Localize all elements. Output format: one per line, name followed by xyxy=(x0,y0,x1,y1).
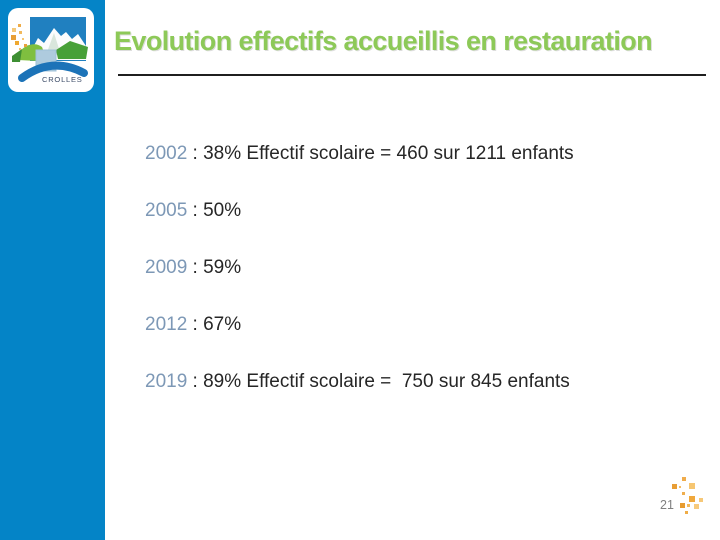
stat-line-2005: 2005 : 50% xyxy=(145,199,574,222)
stat-year: 2009 xyxy=(145,257,188,278)
confetti-decoration xyxy=(672,477,703,514)
page-title: Evolution effectifs accueillis en restau… xyxy=(114,26,653,56)
stat-line-2012: 2012 : 67% xyxy=(145,313,574,336)
stat-text: : 38% Effectif scolaire = 460 sur 1211 e… xyxy=(187,143,574,164)
hill-far-left xyxy=(12,49,22,62)
stat-year: 2012 xyxy=(145,314,188,335)
stat-year: 2002 xyxy=(145,143,188,164)
stat-text: : 59% xyxy=(187,257,242,278)
stat-line-2009: 2009 : 59% xyxy=(145,256,574,279)
stat-year: 2019 xyxy=(145,371,188,392)
stat-line-2002: 2002 : 38% Effectif scolaire = 460 sur 1… xyxy=(145,142,574,165)
bridge-arch xyxy=(18,61,88,82)
logo-wordmark: CROLLES xyxy=(42,75,83,84)
stat-line-2019: 2019 : 89% Effectif scolaire = 750 sur 8… xyxy=(145,370,574,393)
hill-right xyxy=(56,41,88,59)
crolles-town-logo: CROLLES xyxy=(8,8,94,92)
stats-list: 2002 : 38% Effectif scolaire = 460 sur 1… xyxy=(145,142,574,393)
title-divider-line xyxy=(118,74,706,76)
logo-confetti-dots xyxy=(11,24,27,50)
stat-year: 2005 xyxy=(145,200,188,221)
stat-text: : 67% xyxy=(187,314,242,335)
stat-text: : 89% Effectif scolaire = 750 sur 845 en… xyxy=(187,371,570,392)
stat-text: : 50% xyxy=(187,200,242,221)
page-number: 21 xyxy=(660,498,674,512)
